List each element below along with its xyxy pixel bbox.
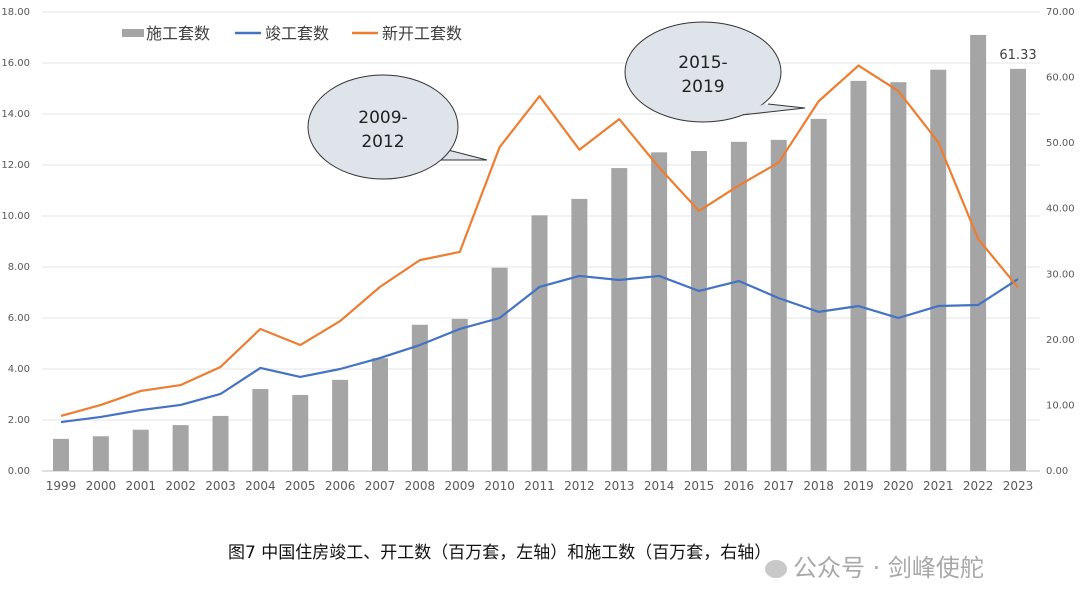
left-axis-tick: 18.00 xyxy=(1,7,30,18)
x-axis-tick: 2009 xyxy=(444,479,475,493)
right-axis-tick: 0.00 xyxy=(1046,466,1068,477)
x-axis-tick: 2008 xyxy=(405,479,436,493)
bar xyxy=(810,118,827,471)
bar xyxy=(132,429,149,471)
bar xyxy=(451,318,468,471)
series-line xyxy=(60,64,1019,417)
x-axis-tick: 2020 xyxy=(883,479,914,493)
bar xyxy=(172,425,189,471)
x-axis-tick: 2017 xyxy=(763,479,794,493)
watermark: 公众号 · 剑峰使舵 xyxy=(765,548,984,583)
bar xyxy=(292,394,309,471)
legend-swatch xyxy=(122,29,144,37)
right-axis-tick: 20.00 xyxy=(1046,335,1075,346)
x-axis-tick: 2012 xyxy=(564,479,595,493)
right-axis-tick: 60.00 xyxy=(1046,73,1075,84)
callout-bubble xyxy=(624,21,782,123)
right-axis-tick: 70.00 xyxy=(1046,7,1075,18)
left-axis-tick: 4.00 xyxy=(8,364,30,375)
bar xyxy=(411,324,428,471)
wechat-icon xyxy=(765,560,787,578)
bar xyxy=(850,80,867,471)
x-axis-tick: 2006 xyxy=(325,479,356,493)
x-axis-tick: 2022 xyxy=(963,479,994,493)
left-axis-tick: 6.00 xyxy=(8,313,30,324)
right-axis-tick: 50.00 xyxy=(1046,138,1075,149)
right-axis-tick: 10.00 xyxy=(1046,400,1075,411)
bar xyxy=(372,358,388,471)
x-axis-tick: 2019 xyxy=(843,479,874,493)
bar xyxy=(890,82,907,471)
callout-text: 2015- xyxy=(678,53,727,73)
x-axis-tick: 2000 xyxy=(86,479,117,493)
legend-label: 竣工套数 xyxy=(265,24,329,43)
x-axis-tick: 2004 xyxy=(245,479,276,493)
callout-joint xyxy=(421,149,447,160)
legend-label: 施工套数 xyxy=(146,24,210,43)
left-axis-tick: 16.00 xyxy=(1,58,30,69)
x-axis-tick: 2005 xyxy=(285,479,316,493)
left-axis-tick: 8.00 xyxy=(8,262,30,273)
bar xyxy=(730,141,747,471)
x-axis-tick: 2015 xyxy=(684,479,715,493)
x-axis-tick: 2014 xyxy=(644,479,675,493)
x-axis-tick: 2018 xyxy=(803,479,834,493)
x-axis-tick: 2013 xyxy=(604,479,635,493)
bar xyxy=(92,436,109,471)
bar xyxy=(930,69,947,472)
x-axis-tick: 2003 xyxy=(205,479,236,493)
left-axis-tick: 14.00 xyxy=(1,109,30,120)
bar xyxy=(531,215,548,471)
x-axis-tick: 2010 xyxy=(484,479,515,493)
left-axis-tick: 12.00 xyxy=(1,160,30,171)
callout-bubble xyxy=(307,74,459,180)
bar xyxy=(691,151,707,472)
bar xyxy=(491,267,508,471)
bar xyxy=(571,198,588,471)
x-axis-tick: 1999 xyxy=(46,479,77,493)
callout-text: 2012 xyxy=(361,132,404,152)
right-axis-tick: 30.00 xyxy=(1046,269,1075,280)
watermark-text: 公众号 · 剑峰使舵 xyxy=(793,554,984,582)
callout-text: 2009- xyxy=(358,108,407,128)
bar xyxy=(770,139,787,471)
data-label: 61.33 xyxy=(999,48,1036,63)
bar xyxy=(252,389,269,471)
legend-label: 新开工套数 xyxy=(382,24,462,43)
callout-joint xyxy=(743,103,767,115)
x-axis-tick: 2023 xyxy=(1003,479,1034,493)
bar xyxy=(212,415,229,471)
bar xyxy=(53,438,69,471)
figure-caption: 图7 中国住房竣工、开工数（百万套，左轴）和施工数（百万套，右轴） xyxy=(228,543,772,563)
left-axis-tick: 2.00 xyxy=(8,415,30,426)
x-axis-tick: 2016 xyxy=(724,479,755,493)
x-axis-tick: 2011 xyxy=(524,479,555,493)
x-axis-tick: 2002 xyxy=(165,479,196,493)
x-axis-tick: 2021 xyxy=(923,479,954,493)
series-line xyxy=(60,274,1019,424)
left-axis-tick: 0.00 xyxy=(8,466,30,477)
bar xyxy=(1010,68,1026,471)
callout-pointer xyxy=(741,103,806,116)
bar xyxy=(970,34,987,471)
x-axis-tick: 2001 xyxy=(125,479,156,493)
x-axis-tick: 2007 xyxy=(365,479,396,493)
bar xyxy=(651,152,668,471)
bar xyxy=(611,168,628,471)
right-axis-tick: 40.00 xyxy=(1046,204,1075,215)
callout-text: 2019 xyxy=(681,77,724,97)
bar xyxy=(332,379,349,471)
left-axis-tick: 10.00 xyxy=(1,211,30,222)
